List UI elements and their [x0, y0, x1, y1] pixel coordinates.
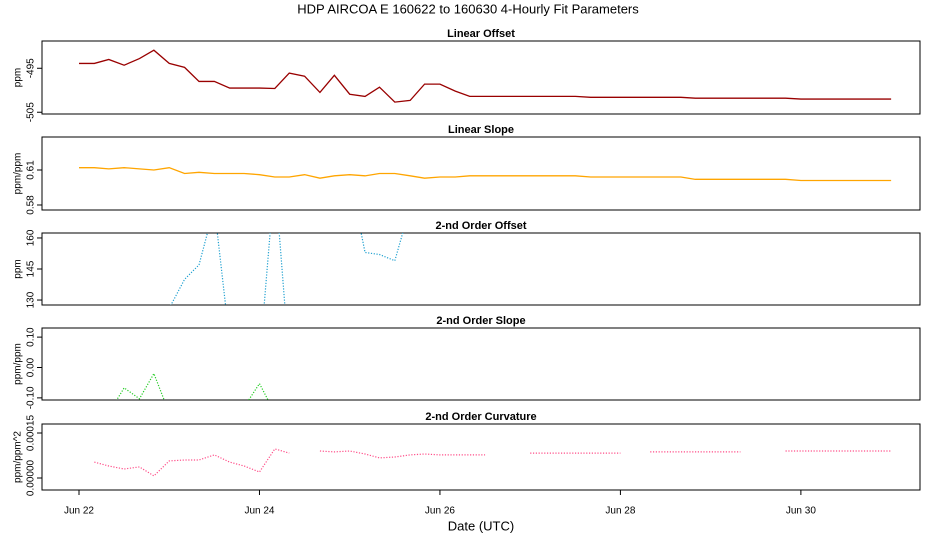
y-tick-label: 0.00000 — [26, 459, 37, 496]
panel-title: 2-nd Order Curvature — [425, 411, 536, 423]
panel-frame — [41, 423, 921, 491]
plot-area — [116, 372, 269, 400]
panel-title: 2-nd Order Slope — [436, 315, 525, 327]
panel-title: Linear Slope — [448, 124, 514, 136]
plot-area — [170, 233, 404, 305]
x-tick-label: Jun 28 — [605, 506, 635, 517]
y-tick-label: -0.10 — [26, 386, 37, 409]
y-tick-label: 130 — [26, 291, 37, 308]
panel-title: Linear Offset — [447, 28, 515, 40]
y-tick-label: 0.58 — [26, 195, 37, 215]
y-tick-label: 0.00015 — [26, 414, 37, 451]
x-tick-label: Jun 26 — [425, 506, 455, 517]
y-axis-label: ppm/ppm — [13, 343, 24, 385]
panel-title: 2-nd Order Offset — [435, 220, 526, 232]
x-tick-label: Jun 24 — [244, 506, 274, 517]
data-line — [79, 167, 892, 182]
data-line — [170, 233, 404, 305]
data-line — [79, 49, 892, 103]
y-axis-label: ppm — [13, 68, 24, 87]
plot-area — [94, 448, 892, 477]
y-axis-label: ppm — [13, 259, 24, 278]
panel-frame — [41, 327, 921, 401]
plot-area — [79, 167, 892, 182]
y-tick-label: 0.10 — [26, 327, 37, 347]
x-axis-label: Date (UTC) — [448, 518, 514, 533]
data-line — [116, 372, 269, 400]
y-tick-label: 145 — [26, 260, 37, 277]
data-line — [94, 448, 892, 477]
chart-title: HDP AIRCOA E 160622 to 160630 4-Hourly F… — [297, 1, 639, 16]
y-tick-label: -495 — [26, 58, 37, 78]
x-tick-label: Jun 30 — [786, 506, 816, 517]
panel-frame — [41, 136, 921, 211]
y-axis-label: ppm/ppm^2 — [13, 431, 24, 483]
plot-area — [79, 49, 892, 103]
y-tick-label: 160 — [26, 229, 37, 246]
y-tick-label: 0.00 — [26, 357, 37, 377]
y-axis-label: ppm/ppm — [13, 153, 24, 195]
x-tick-label: Jun 22 — [64, 506, 94, 517]
panel-frame — [41, 40, 921, 115]
y-tick-label: -505 — [26, 102, 37, 122]
panel-frame — [41, 232, 921, 306]
y-tick-label: 0.61 — [26, 160, 37, 180]
